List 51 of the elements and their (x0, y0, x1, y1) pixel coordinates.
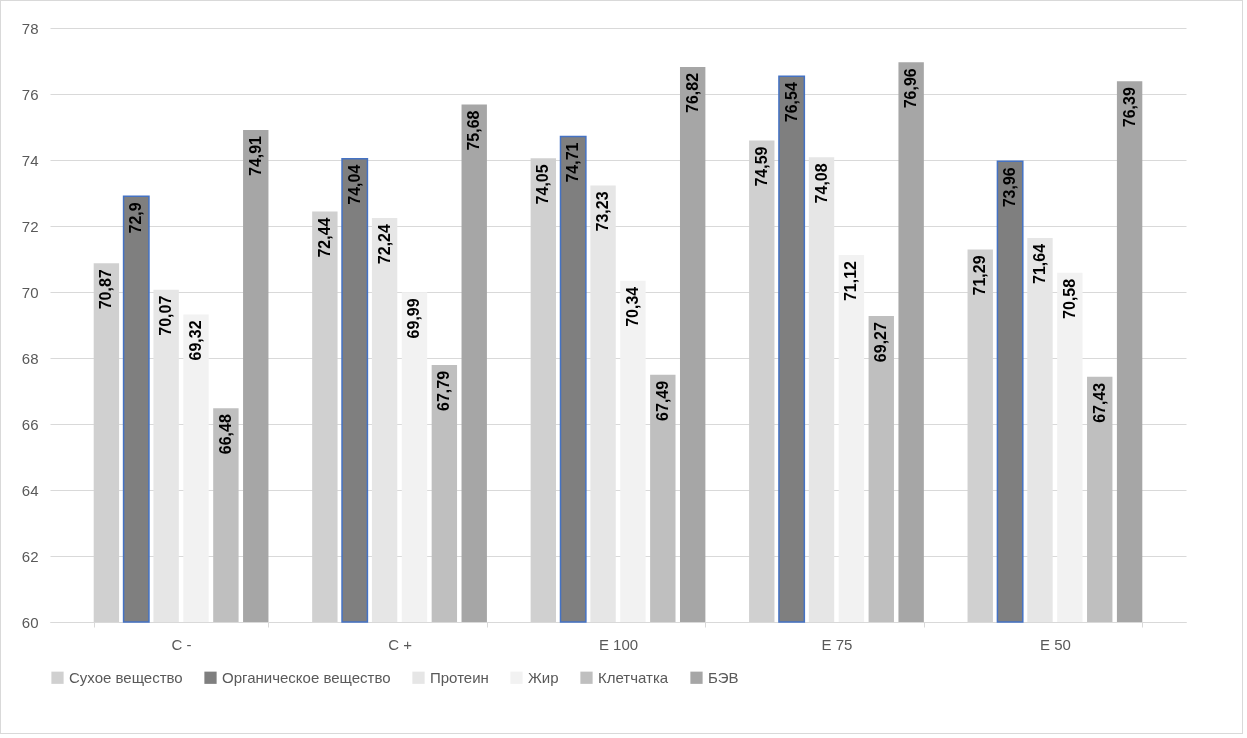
data-label: 74,59 (752, 146, 770, 187)
y-tick-label: 62 (21, 547, 39, 565)
x-tick-label: Е 75 (821, 635, 853, 653)
data-label: 66,48 (216, 414, 234, 455)
data-label: 71,12 (842, 260, 860, 302)
legend-label: Органическое вещество (222, 668, 391, 686)
data-label: 67,43 (1090, 382, 1108, 423)
data-label: 71,64 (1030, 243, 1048, 284)
y-tick-label: 66 (21, 415, 39, 433)
data-label: 74,71 (564, 142, 582, 183)
data-label: 73,96 (1001, 167, 1019, 208)
data-label: 71,29 (971, 255, 989, 296)
y-tick-label: 76 (21, 85, 39, 103)
x-tick-label: С - (171, 635, 192, 653)
legend-label: Протеин (430, 668, 489, 686)
y-tick-label: 78 (21, 19, 39, 37)
data-label: 76,54 (782, 82, 800, 123)
data-label: 73,23 (594, 191, 612, 232)
data-label: 70,87 (97, 269, 115, 310)
x-tick-label: Е 100 (598, 635, 639, 653)
x-tick-label: Е 50 (1039, 635, 1071, 653)
x-tick-label: С + (388, 635, 413, 653)
data-label: 74,04 (345, 164, 363, 205)
data-label: 67,79 (435, 370, 453, 411)
data-label: 72,44 (315, 217, 333, 258)
data-label: 69,27 (872, 322, 890, 363)
legend-label: Сухое вещество (69, 668, 183, 686)
data-label: 70,07 (157, 295, 175, 336)
data-label: 74,08 (812, 163, 830, 204)
data-label: 75,68 (465, 110, 483, 151)
legend-label: БЭВ (708, 668, 739, 686)
data-label: 67,49 (653, 380, 671, 421)
data-label: 70,34 (623, 286, 641, 327)
data-label: 72,9 (127, 202, 145, 234)
y-tick-label: 60 (21, 613, 39, 631)
y-tick-label: 68 (21, 349, 39, 367)
data-label: 76,82 (683, 72, 701, 113)
data-label: 72,24 (375, 223, 393, 265)
data-label: 69,32 (187, 320, 205, 361)
y-tick-label: 64 (21, 481, 39, 499)
y-tick-label: 70 (21, 283, 39, 301)
data-label: 76,39 (1120, 87, 1138, 128)
legend-label: Жир (528, 668, 559, 686)
data-label: 74,91 (246, 135, 264, 177)
legend-label: Клетчатка (598, 668, 669, 686)
y-tick-label: 74 (21, 151, 39, 169)
data-label: 69,99 (405, 298, 423, 339)
data-label: 74,05 (534, 164, 552, 205)
data-label: 76,96 (902, 68, 920, 109)
data-label: 70,58 (1060, 278, 1078, 319)
y-tick-label: 72 (21, 217, 39, 235)
